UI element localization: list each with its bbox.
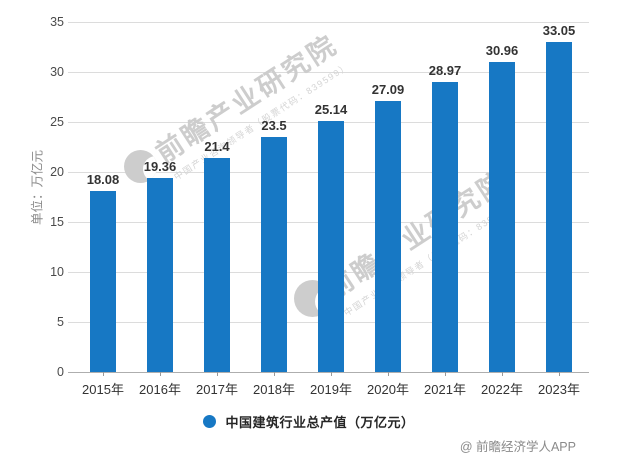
x-axis-tick (103, 372, 104, 376)
bar (546, 41, 572, 372)
bar (432, 82, 458, 372)
x-axis-label: 2020年 (367, 382, 409, 397)
bar (261, 137, 287, 372)
bar (375, 101, 401, 372)
bar (318, 120, 344, 372)
x-axis-label: 2021年 (424, 382, 466, 397)
bar-value-label: 33.05 (542, 22, 576, 38)
y-axis-tick-label: 0 (57, 365, 64, 379)
bar (489, 62, 515, 372)
x-axis-tick (331, 372, 332, 376)
legend: 中国建筑行业总产值（万亿元） (0, 412, 628, 431)
y-axis-tick-label: 30 (50, 65, 64, 79)
x-axis-tick (274, 372, 275, 376)
bar-value-label: 25.14 (314, 101, 348, 117)
y-axis-tick-label: 15 (50, 215, 64, 229)
gridline (68, 72, 589, 73)
x-axis-label: 2018年 (253, 382, 295, 397)
legend-marker-icon (203, 415, 217, 428)
y-axis-tick-label: 35 (50, 15, 64, 29)
y-axis-title: 单位：万亿元 (30, 150, 45, 226)
bar (204, 158, 230, 372)
bar-value-label: 30.96 (485, 43, 519, 59)
plot-area: 18.08 19.36 21.4 23.5 25.14 27.09 28.97 30.96 33… (68, 22, 589, 372)
x-axis-tick (160, 372, 161, 376)
bar-value-label: 28.97 (428, 63, 462, 79)
x-axis-line (68, 372, 589, 373)
bar-value-label: 19.36 (143, 159, 177, 175)
bar (147, 178, 173, 372)
x-axis-label: 2016年 (139, 382, 181, 397)
x-axis-tick (388, 372, 389, 376)
x-axis-tick (502, 372, 503, 376)
y-axis-tick-label: 20 (50, 165, 64, 179)
attribution: @ 前瞻经济学人APP (459, 440, 576, 454)
bar-value-label: 23.5 (261, 118, 287, 133)
x-axis-label: 2019年 (310, 382, 352, 397)
y-axis-tick-label: 10 (50, 265, 64, 279)
bar (90, 191, 116, 372)
x-axis-label: 2017年 (196, 382, 238, 397)
y-axis-tick-label: 25 (50, 115, 64, 129)
x-axis-tick (559, 372, 560, 376)
x-axis-tick (217, 372, 218, 376)
x-axis-label: 2023年 (538, 382, 580, 397)
y-axis-tick-label: 5 (57, 315, 64, 329)
x-axis-label: 2015年 (82, 382, 124, 397)
bar-value-label: 18.08 (86, 172, 120, 188)
x-axis-tick (445, 372, 446, 376)
x-axis-label: 2022年 (481, 382, 523, 397)
legend-label: 中国建筑行业总产值（万亿元） (225, 415, 415, 430)
bar-value-label: 27.09 (371, 82, 405, 98)
bar-value-label: 21.4 (204, 139, 230, 154)
gridline (68, 22, 589, 23)
